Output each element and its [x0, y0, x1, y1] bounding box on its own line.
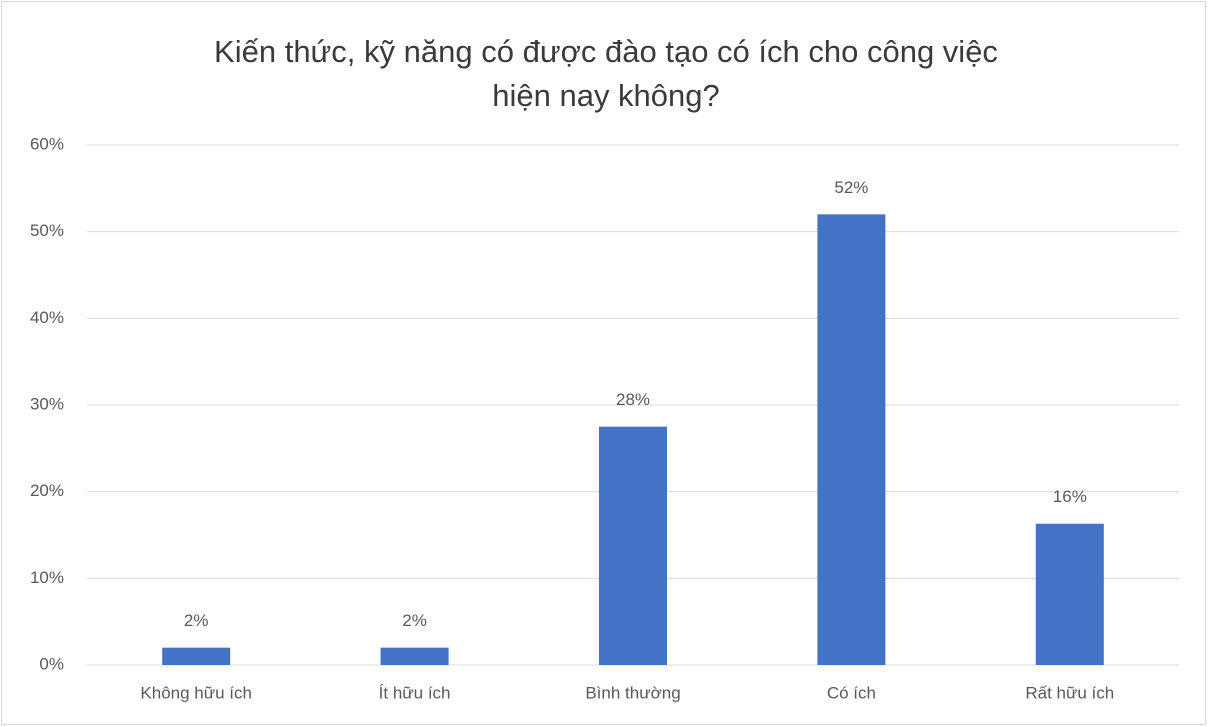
- y-tick-label: 50%: [30, 221, 64, 240]
- y-tick-label: 60%: [30, 134, 64, 153]
- bar: [380, 647, 449, 665]
- x-tick-label: Ít hữu ích: [379, 683, 451, 702]
- data-label: 16%: [1053, 487, 1087, 506]
- bar: [817, 214, 886, 666]
- x-tick-label: Có ích: [827, 683, 876, 702]
- y-tick-label: 0%: [39, 654, 64, 673]
- bar: [1035, 523, 1104, 665]
- y-tick-label: 40%: [30, 308, 64, 327]
- x-tick-label: Rất hữu ích: [1025, 683, 1114, 702]
- data-label: 2%: [402, 611, 427, 630]
- y-tick-label: 10%: [30, 568, 64, 587]
- chart-title: Kiến thức, kỹ năng có được đào tạo có íc…: [214, 34, 998, 69]
- bar: [162, 647, 231, 665]
- chart-title: hiện nay không?: [492, 78, 720, 113]
- x-tick-label: Bình thường: [585, 683, 680, 702]
- x-tick-label: Không hữu ích: [140, 683, 252, 702]
- y-tick-label: 30%: [30, 394, 64, 413]
- bar: [599, 426, 667, 665]
- y-tick-label: 20%: [30, 481, 64, 500]
- data-label: 28%: [616, 390, 650, 409]
- data-label: 2%: [184, 611, 209, 630]
- data-label: 52%: [834, 178, 868, 197]
